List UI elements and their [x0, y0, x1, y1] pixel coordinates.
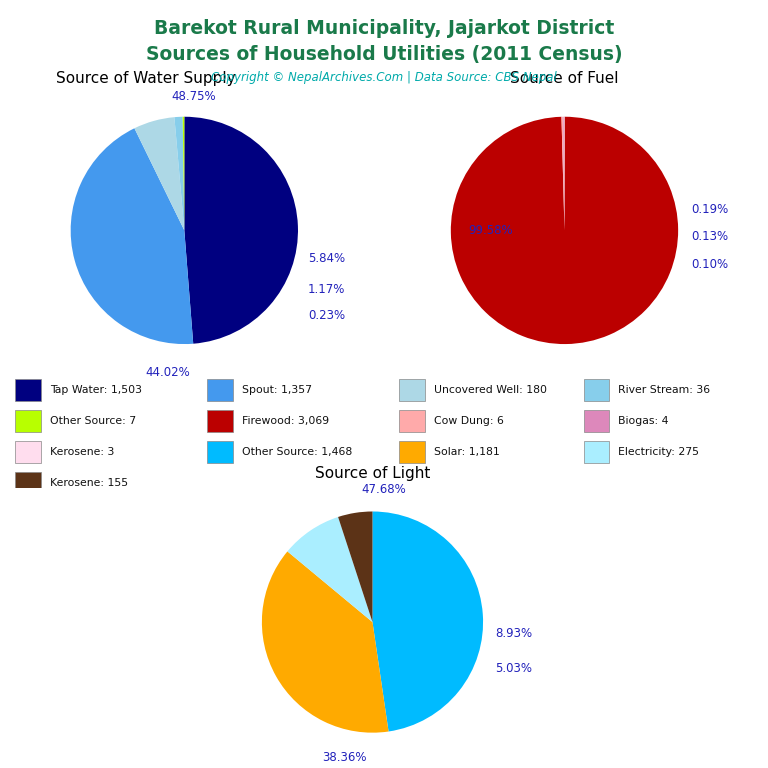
Bar [399, 442, 425, 462]
Bar [15, 379, 41, 401]
Wedge shape [183, 117, 184, 230]
Text: Barekot Rural Municipality, Jajarkot District: Barekot Rural Municipality, Jajarkot Dis… [154, 19, 614, 38]
Text: Firewood: 3,069: Firewood: 3,069 [242, 416, 329, 426]
Bar [584, 442, 609, 462]
Text: 38.36%: 38.36% [323, 750, 367, 763]
Text: Copyright © NepalArchives.Com | Data Source: CBS Nepal: Copyright © NepalArchives.Com | Data Sou… [211, 71, 557, 84]
Title: Source of Light: Source of Light [315, 466, 430, 482]
Text: 8.93%: 8.93% [495, 627, 532, 640]
Wedge shape [262, 551, 389, 733]
Text: Electricity: 275: Electricity: 275 [618, 447, 699, 457]
Text: Source of Water Supply: Source of Water Supply [57, 71, 236, 86]
Text: 0.13%: 0.13% [691, 230, 729, 243]
Text: 47.68%: 47.68% [361, 483, 406, 496]
Text: 5.84%: 5.84% [308, 253, 345, 265]
Text: Sources of Household Utilities (2011 Census): Sources of Household Utilities (2011 Cen… [146, 45, 622, 64]
Wedge shape [287, 517, 372, 622]
Bar [207, 410, 233, 432]
Text: Kerosene: 3: Kerosene: 3 [50, 447, 114, 457]
Bar [399, 379, 425, 401]
Text: Other Source: 7: Other Source: 7 [50, 416, 136, 426]
Wedge shape [184, 117, 298, 344]
Text: 0.19%: 0.19% [691, 204, 729, 217]
Text: Biogas: 4: Biogas: 4 [618, 416, 669, 426]
Text: 0.23%: 0.23% [308, 310, 345, 322]
Bar [15, 442, 41, 462]
Text: Uncovered Well: 180: Uncovered Well: 180 [434, 385, 547, 395]
Bar [584, 410, 609, 432]
Title: Source of Fuel: Source of Fuel [510, 71, 619, 86]
Bar [207, 379, 233, 401]
Bar [15, 472, 41, 494]
Wedge shape [174, 117, 184, 230]
Wedge shape [372, 511, 483, 731]
Bar [15, 410, 41, 432]
Text: Tap Water: 1,503: Tap Water: 1,503 [50, 385, 142, 395]
Text: 48.75%: 48.75% [171, 90, 216, 103]
Text: Solar: 1,181: Solar: 1,181 [434, 447, 500, 457]
Text: 99.58%: 99.58% [468, 224, 513, 237]
Text: 1.17%: 1.17% [308, 283, 345, 296]
Text: Cow Dung: 6: Cow Dung: 6 [434, 416, 504, 426]
Text: Spout: 1,357: Spout: 1,357 [242, 385, 312, 395]
Text: Kerosene: 155: Kerosene: 155 [50, 478, 128, 488]
Bar [399, 410, 425, 432]
Text: 44.02%: 44.02% [145, 366, 190, 379]
Bar [584, 379, 609, 401]
Text: 0.10%: 0.10% [691, 258, 729, 271]
Text: River Stream: 36: River Stream: 36 [618, 385, 710, 395]
Wedge shape [451, 117, 678, 344]
Text: Other Source: 1,468: Other Source: 1,468 [242, 447, 353, 457]
Wedge shape [134, 118, 184, 230]
Text: 5.03%: 5.03% [495, 662, 532, 675]
Bar [207, 442, 233, 462]
Wedge shape [561, 117, 564, 230]
Wedge shape [71, 128, 194, 344]
Wedge shape [563, 117, 564, 230]
Wedge shape [338, 511, 372, 622]
